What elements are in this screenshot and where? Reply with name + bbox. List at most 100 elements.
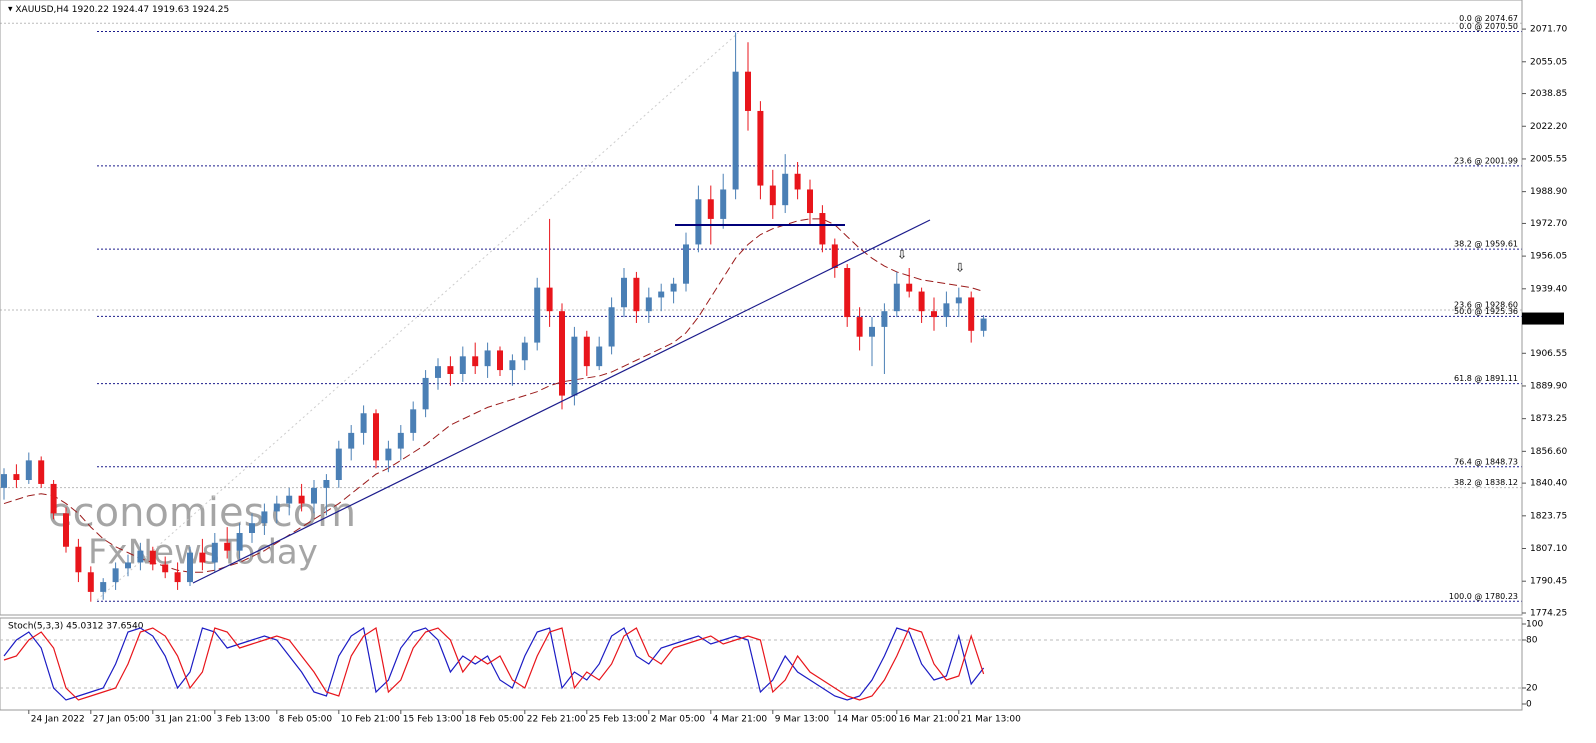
- y-tick-label: 2005.55: [1530, 154, 1567, 164]
- candle-body: [100, 582, 107, 592]
- candle-body: [918, 291, 925, 312]
- x-tick-label: 8 Feb 05:00: [279, 715, 333, 725]
- candle-body: [546, 287, 553, 312]
- fib-level-label: 61.8 @ 1891.11: [1454, 374, 1518, 383]
- candle-body: [782, 173, 789, 206]
- candle-body: [472, 356, 479, 367]
- candle-body: [459, 356, 466, 374]
- x-tick-label: 16 Mar 21:00: [899, 715, 959, 725]
- watermark-brand: economies: [48, 490, 264, 536]
- candle-body: [583, 336, 590, 367]
- candle-body: [621, 277, 627, 308]
- y-tick-label: 1807.10: [1530, 544, 1567, 554]
- candle-body: [273, 503, 280, 512]
- arrow: ⇩: [955, 261, 965, 275]
- candle-body: [50, 483, 57, 514]
- candle-body: [794, 173, 801, 190]
- candle-body: [980, 318, 987, 331]
- candle-body: [162, 564, 169, 573]
- candle-body: [137, 550, 144, 563]
- stoch-frame: [0, 617, 1523, 711]
- x-tick-label: 21 Mar 13:00: [961, 715, 1021, 725]
- candle-body: [658, 291, 665, 298]
- stoch-tick-label: 20: [1526, 684, 1538, 694]
- candle-body: [757, 110, 764, 186]
- y-tick-label: 1906.55: [1530, 349, 1567, 359]
- candle-body: [571, 336, 578, 396]
- stoch-tick-label: 100: [1526, 620, 1543, 630]
- candle-body: [298, 495, 305, 504]
- candle-body: [534, 287, 541, 343]
- x-tick-label: 3 Feb 13:00: [217, 715, 271, 725]
- candle-body: [422, 377, 429, 410]
- fib-level-label: 50.0 @ 1925.36: [1454, 307, 1518, 316]
- candle-body: [87, 572, 94, 592]
- candle-body: [249, 523, 255, 534]
- header: ▾ XAUUSD,H4 1920.22 1924.47 1919.63 1924…: [8, 5, 229, 15]
- stoch-line: [3, 627, 985, 701]
- last-price-box: [1522, 312, 1564, 325]
- candle-body: [286, 495, 293, 504]
- x-tick-label: 22 Feb 21:00: [527, 715, 586, 725]
- candle-body: [745, 71, 751, 111]
- candle-body: [236, 533, 243, 551]
- candle-body: [63, 513, 69, 547]
- x-tick-label: 24 Jan 2022: [31, 715, 85, 725]
- stoch-tick-label: 0: [1526, 700, 1532, 710]
- candle-body: [869, 326, 875, 337]
- x-tick-label: 18 Feb 05:00: [465, 715, 524, 725]
- y-tick-label: 1889.90: [1530, 381, 1567, 391]
- candle-body: [695, 199, 702, 245]
- y-tick-label: 1823.75: [1530, 511, 1567, 521]
- fib-level-label: 38.2 @ 1959.61: [1454, 240, 1518, 249]
- candle-body: [410, 409, 417, 433]
- y-tick-label: 2071.70: [1530, 25, 1567, 35]
- y-tick-label: 1840.40: [1530, 479, 1567, 489]
- close: 1924.25: [192, 5, 229, 15]
- y-tick-label: 2055.05: [1530, 57, 1567, 67]
- candle-body: [435, 366, 441, 378]
- high: 1924.47: [112, 5, 149, 15]
- old-level-label: 23.6 @ 1928.60: [1454, 301, 1518, 310]
- candle-body: [608, 307, 615, 347]
- candle-body: [311, 487, 317, 504]
- candle-body: [720, 189, 727, 219]
- candle-body: [224, 542, 231, 551]
- fib-level-label: 76.4 @ 1848.73: [1454, 457, 1518, 466]
- x-tick-label: 10 Feb 21:00: [341, 715, 400, 725]
- candle-body: [807, 189, 813, 214]
- candle-body: [187, 552, 193, 583]
- plot: 0.0 @ 2074.67 23.6 @ 1928.60 38.2 @ 1838.1…: [0, 14, 1522, 602]
- watermark-suffix: .com: [258, 490, 356, 536]
- candle-body: [323, 480, 330, 488]
- fib-level-label: 23.6 @ 2001.99: [1454, 156, 1518, 165]
- y-tick-label: 1790.45: [1530, 577, 1567, 587]
- x-tick-label: 25 Feb 13:00: [589, 715, 648, 725]
- candle-body: [707, 199, 714, 219]
- candle-body: [943, 303, 950, 318]
- candle-body: [261, 511, 268, 524]
- y-tick-label: 1956.05: [1530, 252, 1567, 262]
- candle-body: [484, 350, 491, 367]
- stoch-label: Stoch(5,3,3) 45.0312 37.6540: [8, 622, 144, 632]
- candle-body: [831, 244, 838, 268]
- candle-body: [112, 568, 119, 583]
- candle-body: [199, 552, 206, 563]
- y-tick-label: 1988.90: [1530, 187, 1567, 197]
- watermark: economies .com FxNewsToday: [48, 490, 356, 573]
- candle-body: [819, 213, 826, 245]
- open: 1920.22: [72, 5, 109, 15]
- candle-body: [348, 432, 355, 449]
- low: 1919.63: [152, 5, 189, 15]
- fib-level-label: 0.0 @ 2070.50: [1459, 22, 1518, 31]
- y-tick-label: 1873.25: [1530, 414, 1567, 424]
- x-tick-label: 15 Feb 13:00: [403, 715, 462, 725]
- y-tick-label: 2022.20: [1530, 122, 1567, 132]
- candle-body: [881, 311, 888, 327]
- candle-body: [174, 572, 181, 583]
- fib-level-label: 100.0 @ 1780.23: [1449, 592, 1518, 601]
- candle-body: [906, 283, 913, 292]
- candle-body: [521, 342, 528, 361]
